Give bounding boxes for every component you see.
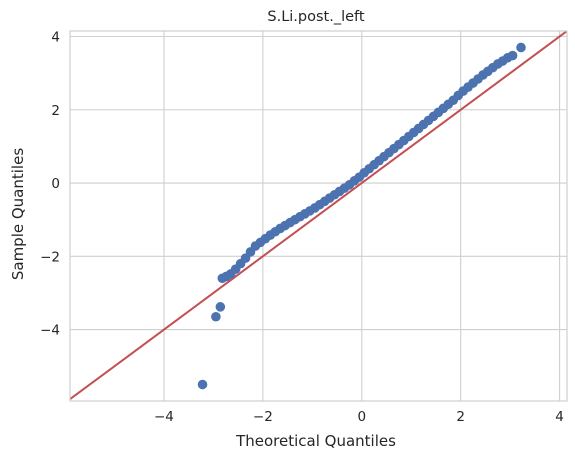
grid — [70, 31, 567, 401]
y-tick-label: 2 — [51, 103, 60, 119]
plot-frame — [69, 30, 568, 402]
y-tick-label: 0 — [51, 176, 60, 192]
data-point — [211, 311, 221, 322]
y-tick-labels: −4 −2 0 2 4 — [40, 29, 60, 338]
data-point — [197, 379, 208, 390]
data-point — [516, 42, 526, 53]
x-tick-label: −4 — [154, 409, 174, 425]
chart-title: S.Li.post._left — [267, 9, 365, 25]
y-tick-label: −4 — [40, 323, 60, 339]
x-tick-label: 4 — [555, 409, 564, 425]
y-tick-label: 4 — [51, 29, 60, 45]
data-points — [197, 42, 526, 390]
reference-line-layer — [70, 31, 567, 401]
reference-line — [70, 31, 567, 401]
x-tick-labels: −4 −2 0 2 4 — [154, 409, 564, 425]
data-point — [215, 302, 226, 312]
y-axis-label: Sample Quantiles — [9, 148, 27, 280]
x-tick-label: −2 — [253, 409, 273, 425]
x-tick-label: 0 — [357, 409, 366, 425]
data-point — [507, 50, 518, 61]
x-tick-label: 2 — [456, 409, 465, 425]
x-axis-label: Theoretical Quantiles — [235, 432, 396, 450]
y-tick-label: −2 — [40, 249, 60, 265]
